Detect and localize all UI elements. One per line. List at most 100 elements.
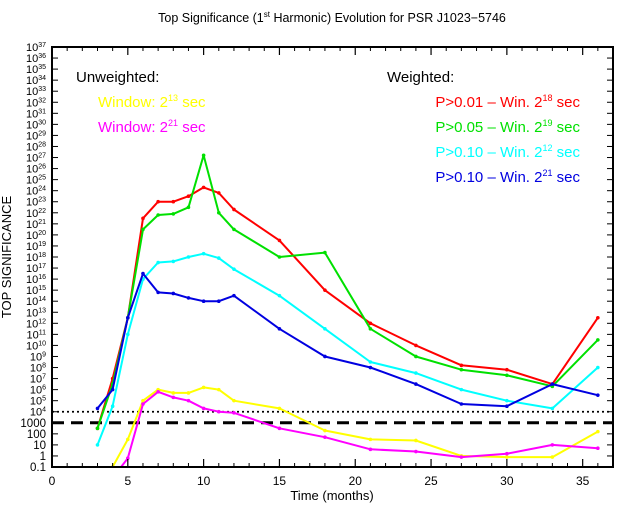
data-point (95, 406, 100, 411)
data-point (216, 387, 221, 392)
data-point (110, 387, 115, 392)
x-tick-label: 5 (124, 474, 131, 488)
y-tick-label: 1018 (26, 252, 46, 264)
data-point (459, 363, 464, 368)
data-point (459, 367, 464, 372)
y-tick-label: 105 (30, 396, 46, 408)
data-point (171, 259, 176, 264)
data-point (141, 402, 145, 406)
data-point (126, 332, 130, 337)
y-tick-label: 1026 (26, 164, 46, 176)
data-point (171, 395, 176, 400)
data-point (505, 367, 509, 372)
data-point (186, 255, 191, 259)
y-tick-label: 1014 (26, 296, 46, 308)
y-tick-label: 1024 (26, 186, 46, 198)
data-point (505, 455, 509, 459)
y-tick-label: 1033 (26, 86, 46, 98)
data-point (216, 256, 221, 260)
data-point (550, 455, 555, 459)
y-tick-label: 109 (30, 351, 46, 363)
data-point (277, 426, 282, 431)
y-tick-label: 1021 (26, 219, 46, 231)
y-tick-label: 1 (40, 451, 46, 463)
series-line (119, 390, 598, 467)
series-line (96, 272, 599, 410)
data-point (414, 449, 418, 454)
series-2 (95, 185, 600, 431)
data-point (156, 390, 160, 394)
series-line (96, 186, 599, 429)
data-point (126, 437, 130, 442)
legend-entry: Window: 213 sec (98, 93, 206, 111)
data-point (459, 455, 464, 459)
y-axis: 0.11101001000104105106107108109101010111… (20, 42, 613, 474)
data-point (414, 371, 418, 375)
data-point (459, 402, 464, 406)
y-tick-label: 1010 (26, 340, 46, 352)
data-point (596, 429, 600, 434)
data-point (550, 406, 555, 411)
y-tick-label: 1011 (26, 329, 46, 341)
data-point (414, 354, 418, 359)
data-point (596, 315, 600, 320)
y-tick-label: 1017 (26, 263, 46, 275)
data-point (596, 365, 600, 370)
y-tick-label: 0.1 (30, 462, 46, 474)
data-point (186, 205, 191, 210)
y-tick-label: 1031 (26, 108, 46, 120)
series-5 (95, 271, 600, 411)
y-tick-label: 100 (27, 429, 46, 441)
y-tick-label: 1012 (26, 318, 46, 330)
legend-entry: P>0.10 – Win. 221 sec (435, 168, 580, 186)
data-point (505, 451, 509, 456)
data-point (171, 291, 176, 296)
data-point (141, 227, 145, 232)
data-point (505, 404, 509, 409)
series-1 (119, 390, 600, 467)
data-point (414, 382, 418, 386)
data-point (186, 398, 191, 403)
data-point (323, 428, 327, 433)
data-point (323, 435, 327, 439)
x-tick-label: 0 (49, 474, 56, 488)
data-point (277, 293, 282, 298)
data-point (368, 365, 373, 370)
data-point (368, 321, 373, 326)
data-point (277, 327, 282, 331)
data-point (216, 210, 221, 215)
legend-entry: Window: 221 sec (98, 118, 206, 136)
data-point (414, 438, 418, 443)
data-point (186, 194, 191, 199)
data-point (216, 409, 221, 414)
data-point (232, 207, 236, 212)
y-tick-label: 1030 (26, 119, 46, 131)
data-point (596, 393, 600, 397)
legend-header-unweighted: Unweighted: (76, 69, 159, 86)
y-tick-label: 1023 (26, 197, 46, 209)
data-point (156, 199, 160, 204)
data-point (186, 296, 191, 300)
y-axis-label: TOP SIGNIFICANCE (0, 196, 14, 319)
data-point (505, 373, 509, 378)
data-point (596, 338, 600, 342)
x-axis: 0 5 10 15 20 25 30 35 (49, 47, 599, 488)
reference-lines (52, 410, 613, 425)
x-tick-label: 35 (576, 474, 590, 488)
data-point (368, 327, 373, 331)
data-point (201, 251, 206, 256)
data-point (323, 327, 327, 331)
data-point (156, 290, 160, 295)
data-point (232, 411, 236, 415)
y-tick-label: 1035 (26, 64, 46, 76)
data-point (459, 387, 464, 392)
x-tick-label: 30 (500, 474, 514, 488)
data-point (550, 382, 555, 386)
x-tick-label: 10 (197, 474, 211, 488)
x-tick-label: 25 (424, 474, 438, 488)
data-point (201, 153, 206, 158)
legend-entry: P>0.01 – Win. 218 sec (435, 93, 580, 111)
y-tick-label: 104 (30, 407, 46, 419)
y-tick-label: 1037 (26, 42, 46, 54)
